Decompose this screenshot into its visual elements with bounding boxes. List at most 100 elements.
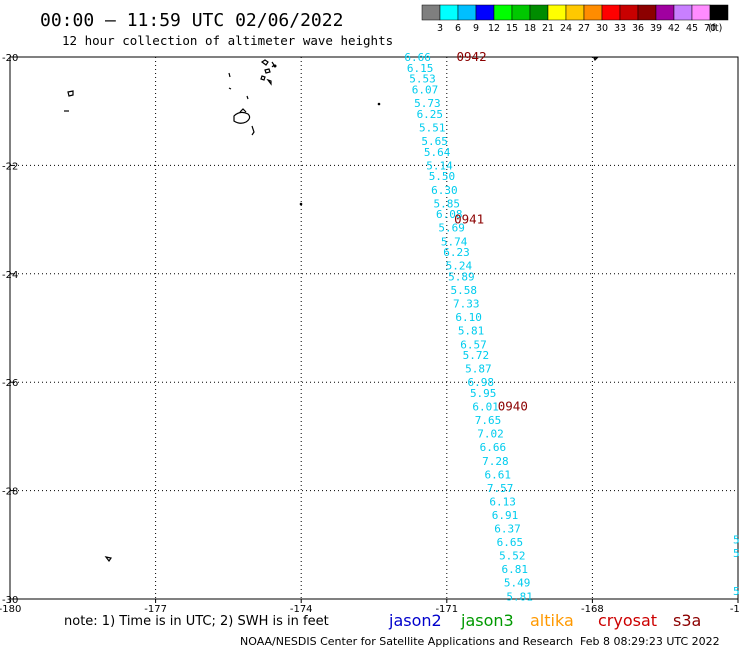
swh-value: 5.87: [465, 363, 492, 376]
color-scale-label: 70: [704, 23, 716, 34]
y-tick-label: -22: [2, 161, 18, 172]
color-swatch: [673, 4, 693, 21]
swh-value: 7.57: [487, 482, 514, 495]
color-swatch: [529, 4, 549, 21]
color-scale-label: 39: [650, 23, 662, 34]
y-tick-label: -20: [2, 53, 18, 64]
swh-value: 5.49: [504, 577, 531, 590]
swh-value: 6.07: [412, 84, 439, 97]
color-scale-label: 9: [473, 23, 479, 34]
swh-value: 5.95: [470, 387, 497, 400]
swh-value: 5.64: [424, 146, 451, 159]
color-scale-label: 15: [506, 23, 518, 34]
color-scale-label: 3: [437, 23, 443, 34]
swh-value: 5.50: [429, 170, 456, 183]
swh-value: 5.74: [441, 235, 468, 248]
island-tonga-north: [260, 59, 275, 86]
pass-time: 0941: [454, 212, 484, 227]
swh-value: 5.53: [409, 73, 436, 86]
island-dots: [273, 64, 381, 206]
edge-value: 5: [733, 547, 740, 560]
color-swatch: [565, 4, 585, 21]
swh-value: 6.08: [436, 208, 463, 221]
y-tick-label: -26: [2, 378, 18, 389]
swh-value: 5.58: [451, 284, 478, 297]
y-tick-label: -30: [2, 595, 18, 606]
island-mid: [228, 72, 249, 100]
color-scale-unit: (ft): [708, 23, 722, 34]
swh-value-labels: 6.666.155.536.075.736.255.515.655.645.14…: [404, 51, 532, 603]
color-swatch: [691, 4, 711, 21]
swh-value: 6.91: [492, 509, 519, 522]
island-ne: [593, 57, 599, 62]
color-swatch: [619, 4, 639, 21]
color-swatch: [439, 4, 459, 21]
swh-value: 6.23: [443, 246, 470, 259]
swh-value: 5.89: [448, 271, 475, 284]
x-tick-label: -180: [0, 604, 21, 615]
swh-value: 6.01: [472, 401, 499, 414]
island-west-a: [67, 90, 74, 97]
edge-value-marks: 555: [733, 533, 740, 597]
satellite-cryosat: cryosat: [598, 611, 657, 630]
y-tick-label: -28: [2, 487, 18, 498]
island-eua: [251, 125, 255, 136]
color-swatch: [511, 4, 531, 21]
swh-value: 6.98: [468, 376, 495, 389]
color-scale-label: 45: [686, 23, 698, 34]
grid-lines: [10, 57, 738, 599]
swh-value: 5.85: [434, 197, 461, 210]
color-swatch: [475, 4, 495, 21]
swh-value: 5.65: [421, 135, 448, 148]
swh-value: 6.61: [485, 468, 512, 481]
pass-time: 0940: [498, 399, 528, 414]
color-swatch: [709, 4, 729, 21]
swh-value: 6.30: [431, 184, 458, 197]
swh-value: 5.81: [506, 590, 533, 603]
swh-value: 6.66: [404, 51, 431, 64]
color-scale-label: 6: [455, 23, 461, 34]
swh-value: 5.14: [426, 159, 453, 172]
x-axis-ticks: -180 -177 -174 -171 -168 -16: [0, 599, 740, 615]
color-scale-label: 27: [578, 23, 590, 34]
swh-value: 5.52: [499, 550, 526, 563]
satellite-jason2: jason2: [388, 611, 442, 630]
plot-frame: [9, 56, 739, 600]
swh-value: 7.65: [475, 414, 502, 427]
island-outlines: [64, 57, 599, 563]
color-swatch: [583, 4, 603, 21]
units-note: note: 1) Time is in UTC; 2) SWH is in fe…: [64, 614, 329, 629]
x-tick-label: -171: [435, 604, 458, 615]
swh-value: 5.69: [438, 222, 465, 235]
credit-text: NOAA/NESDIS Center for Satellite Applica…: [240, 635, 573, 648]
color-scale-label: 18: [524, 23, 536, 34]
swh-value: 6.81: [501, 563, 528, 576]
swh-value: 6.65: [497, 536, 524, 549]
satellite-altika: altika: [530, 611, 574, 630]
color-swatch: [637, 4, 657, 21]
color-swatch: [421, 4, 441, 21]
color-scale-label: 36: [632, 23, 644, 34]
satellite-s3a: s3a: [673, 611, 701, 630]
swh-value: 6.15: [407, 62, 434, 75]
x-tick-label: -16: [730, 604, 740, 615]
swh-value: 6.57: [460, 338, 487, 351]
color-swatch: [601, 4, 621, 21]
edge-value: 5: [733, 533, 740, 546]
x-tick-label: -168: [581, 604, 604, 615]
swh-value: 7.33: [453, 298, 480, 311]
island-tongatapu: [233, 108, 251, 124]
x-tick-label: -174: [290, 604, 313, 615]
y-axis-ticks: -20 -22 -24 -26 -28 -30: [2, 53, 18, 606]
timestamp-text: Feb 8 08:29:23 UTC 2022: [580, 635, 720, 648]
island-south: [104, 556, 112, 563]
color-swatch: [655, 4, 675, 21]
x-tick-label: -177: [144, 604, 167, 615]
pass-time-labels: 0942 0941 0940: [454, 49, 528, 414]
color-scale-label: 21: [542, 23, 554, 34]
color-scale-label: 12: [488, 23, 500, 34]
chart-subtitle: 12 hour collection of altimeter wave hei…: [62, 33, 393, 48]
color-swatch: [457, 4, 477, 21]
swh-value: 7.28: [482, 455, 509, 468]
